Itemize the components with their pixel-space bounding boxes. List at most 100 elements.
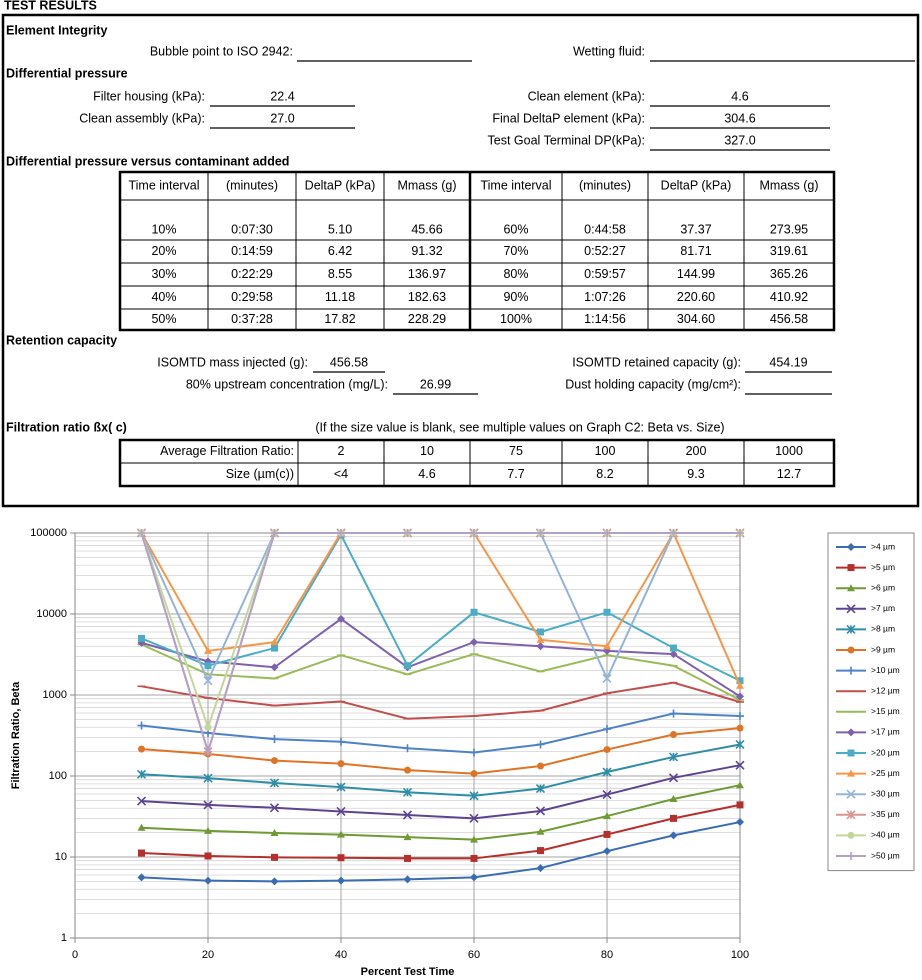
table-cell: 410.92 xyxy=(770,290,808,304)
series-line xyxy=(141,727,741,775)
table-cell: 319.61 xyxy=(770,244,808,258)
legend-label: >15 µm xyxy=(871,706,900,716)
x-tick-label: 0 xyxy=(72,949,78,961)
marker xyxy=(603,725,611,734)
marker xyxy=(537,847,544,855)
marker xyxy=(204,662,212,670)
marker xyxy=(846,604,856,614)
table-cell: 10 xyxy=(420,444,434,458)
table-header: DeltaP (kPa) xyxy=(305,178,376,192)
marker xyxy=(402,810,413,820)
table-cell: 304.60 xyxy=(677,312,715,326)
section-title: Element Integrity xyxy=(6,23,107,37)
marker xyxy=(337,737,345,746)
table-cell: 220.60 xyxy=(677,290,715,304)
table-cell: 136.97 xyxy=(408,267,446,281)
marker xyxy=(337,529,345,537)
marker xyxy=(603,830,611,838)
field-value: 304.6 xyxy=(724,111,755,125)
marker xyxy=(847,584,855,592)
table-cell: 9.3 xyxy=(687,467,704,481)
table-cell: 0:22:29 xyxy=(231,267,273,281)
marker xyxy=(670,814,677,822)
marker xyxy=(537,628,544,636)
table-cell: 0:37:28 xyxy=(231,312,273,326)
marker xyxy=(402,787,413,797)
field-label: Dust holding capacity (mg/cm²): xyxy=(565,377,741,391)
legend-label: >17 µm xyxy=(871,727,900,737)
marker xyxy=(337,876,345,885)
marker xyxy=(536,827,545,835)
marker xyxy=(669,709,678,718)
field-label: Clean element (kPa): xyxy=(528,89,645,103)
field-label: Clean assembly (kPa): xyxy=(79,111,205,125)
marker xyxy=(138,634,145,642)
dp-table-border xyxy=(118,170,836,332)
legend-label: >9 µm xyxy=(871,644,895,654)
table-cell: 12.7 xyxy=(777,467,801,481)
y-tick-label: 10000 xyxy=(36,608,67,620)
y-tick-label: 100000 xyxy=(30,527,67,539)
marker xyxy=(736,712,744,721)
marker xyxy=(270,638,279,646)
marker xyxy=(603,529,611,537)
field-label: 80% upstream concentration (mg/L): xyxy=(186,377,388,391)
table-cell: 7.7 xyxy=(507,467,524,481)
marker xyxy=(470,873,478,882)
marker xyxy=(404,662,411,670)
table-cell: 10% xyxy=(151,222,176,236)
legend-label: >30 µm xyxy=(871,788,900,798)
table-cell: 11.18 xyxy=(325,290,355,304)
y-tick-label: 1 xyxy=(61,932,67,944)
table-cell: 6.42 xyxy=(328,244,352,258)
marker xyxy=(537,762,544,770)
table-header: Mmass (g) xyxy=(759,178,818,192)
table-cell: 60% xyxy=(503,222,528,236)
marker xyxy=(270,529,279,537)
marker xyxy=(536,635,545,643)
x-tick-label: 100 xyxy=(731,949,749,961)
marker xyxy=(846,789,856,799)
marker xyxy=(470,748,478,757)
table-cell: 40% xyxy=(151,290,176,304)
marker xyxy=(204,876,212,885)
field-label: Filter housing (kPa): xyxy=(93,89,205,103)
series-line xyxy=(141,643,741,701)
marker xyxy=(336,782,346,792)
page-title: TEST RESULTS xyxy=(4,0,97,12)
table-cell: 182.63 xyxy=(408,290,446,304)
x-tick-label: 20 xyxy=(202,949,214,961)
x-tick-label: 60 xyxy=(468,949,480,961)
table-cell: 70% xyxy=(503,244,528,258)
table-cell: Average Filtration Ratio: xyxy=(160,444,294,458)
marker xyxy=(137,873,146,882)
table-cell: 37.37 xyxy=(680,222,711,236)
field-label: Bubble point to ISO 2942: xyxy=(150,44,293,58)
marker xyxy=(736,781,744,789)
marker xyxy=(847,728,855,737)
table-cell: 8.55 xyxy=(328,267,352,281)
field-value: 27.0 xyxy=(270,111,294,125)
field-value: 4.6 xyxy=(731,89,748,103)
table-header: Time interval xyxy=(128,178,199,192)
marker xyxy=(735,760,745,770)
legend-label: >10 µm xyxy=(871,665,900,675)
table-cell: 1000 xyxy=(775,444,803,458)
marker xyxy=(337,614,345,623)
marker xyxy=(137,823,146,831)
marker xyxy=(271,757,278,765)
marker xyxy=(847,646,855,654)
marker xyxy=(847,543,855,551)
marker xyxy=(668,773,679,783)
table-cell: 50% xyxy=(151,312,176,326)
table-cell: 0:14:59 xyxy=(231,244,273,258)
marker xyxy=(603,812,611,820)
marker xyxy=(204,723,212,731)
marker xyxy=(736,692,744,701)
marker xyxy=(670,731,677,739)
marker xyxy=(270,877,279,886)
marker xyxy=(271,644,278,652)
y-axis-label: Filtration Ratio, Beta xyxy=(10,681,22,789)
field-label: Final DeltaP element (kPa): xyxy=(492,111,645,125)
marker xyxy=(669,831,678,840)
